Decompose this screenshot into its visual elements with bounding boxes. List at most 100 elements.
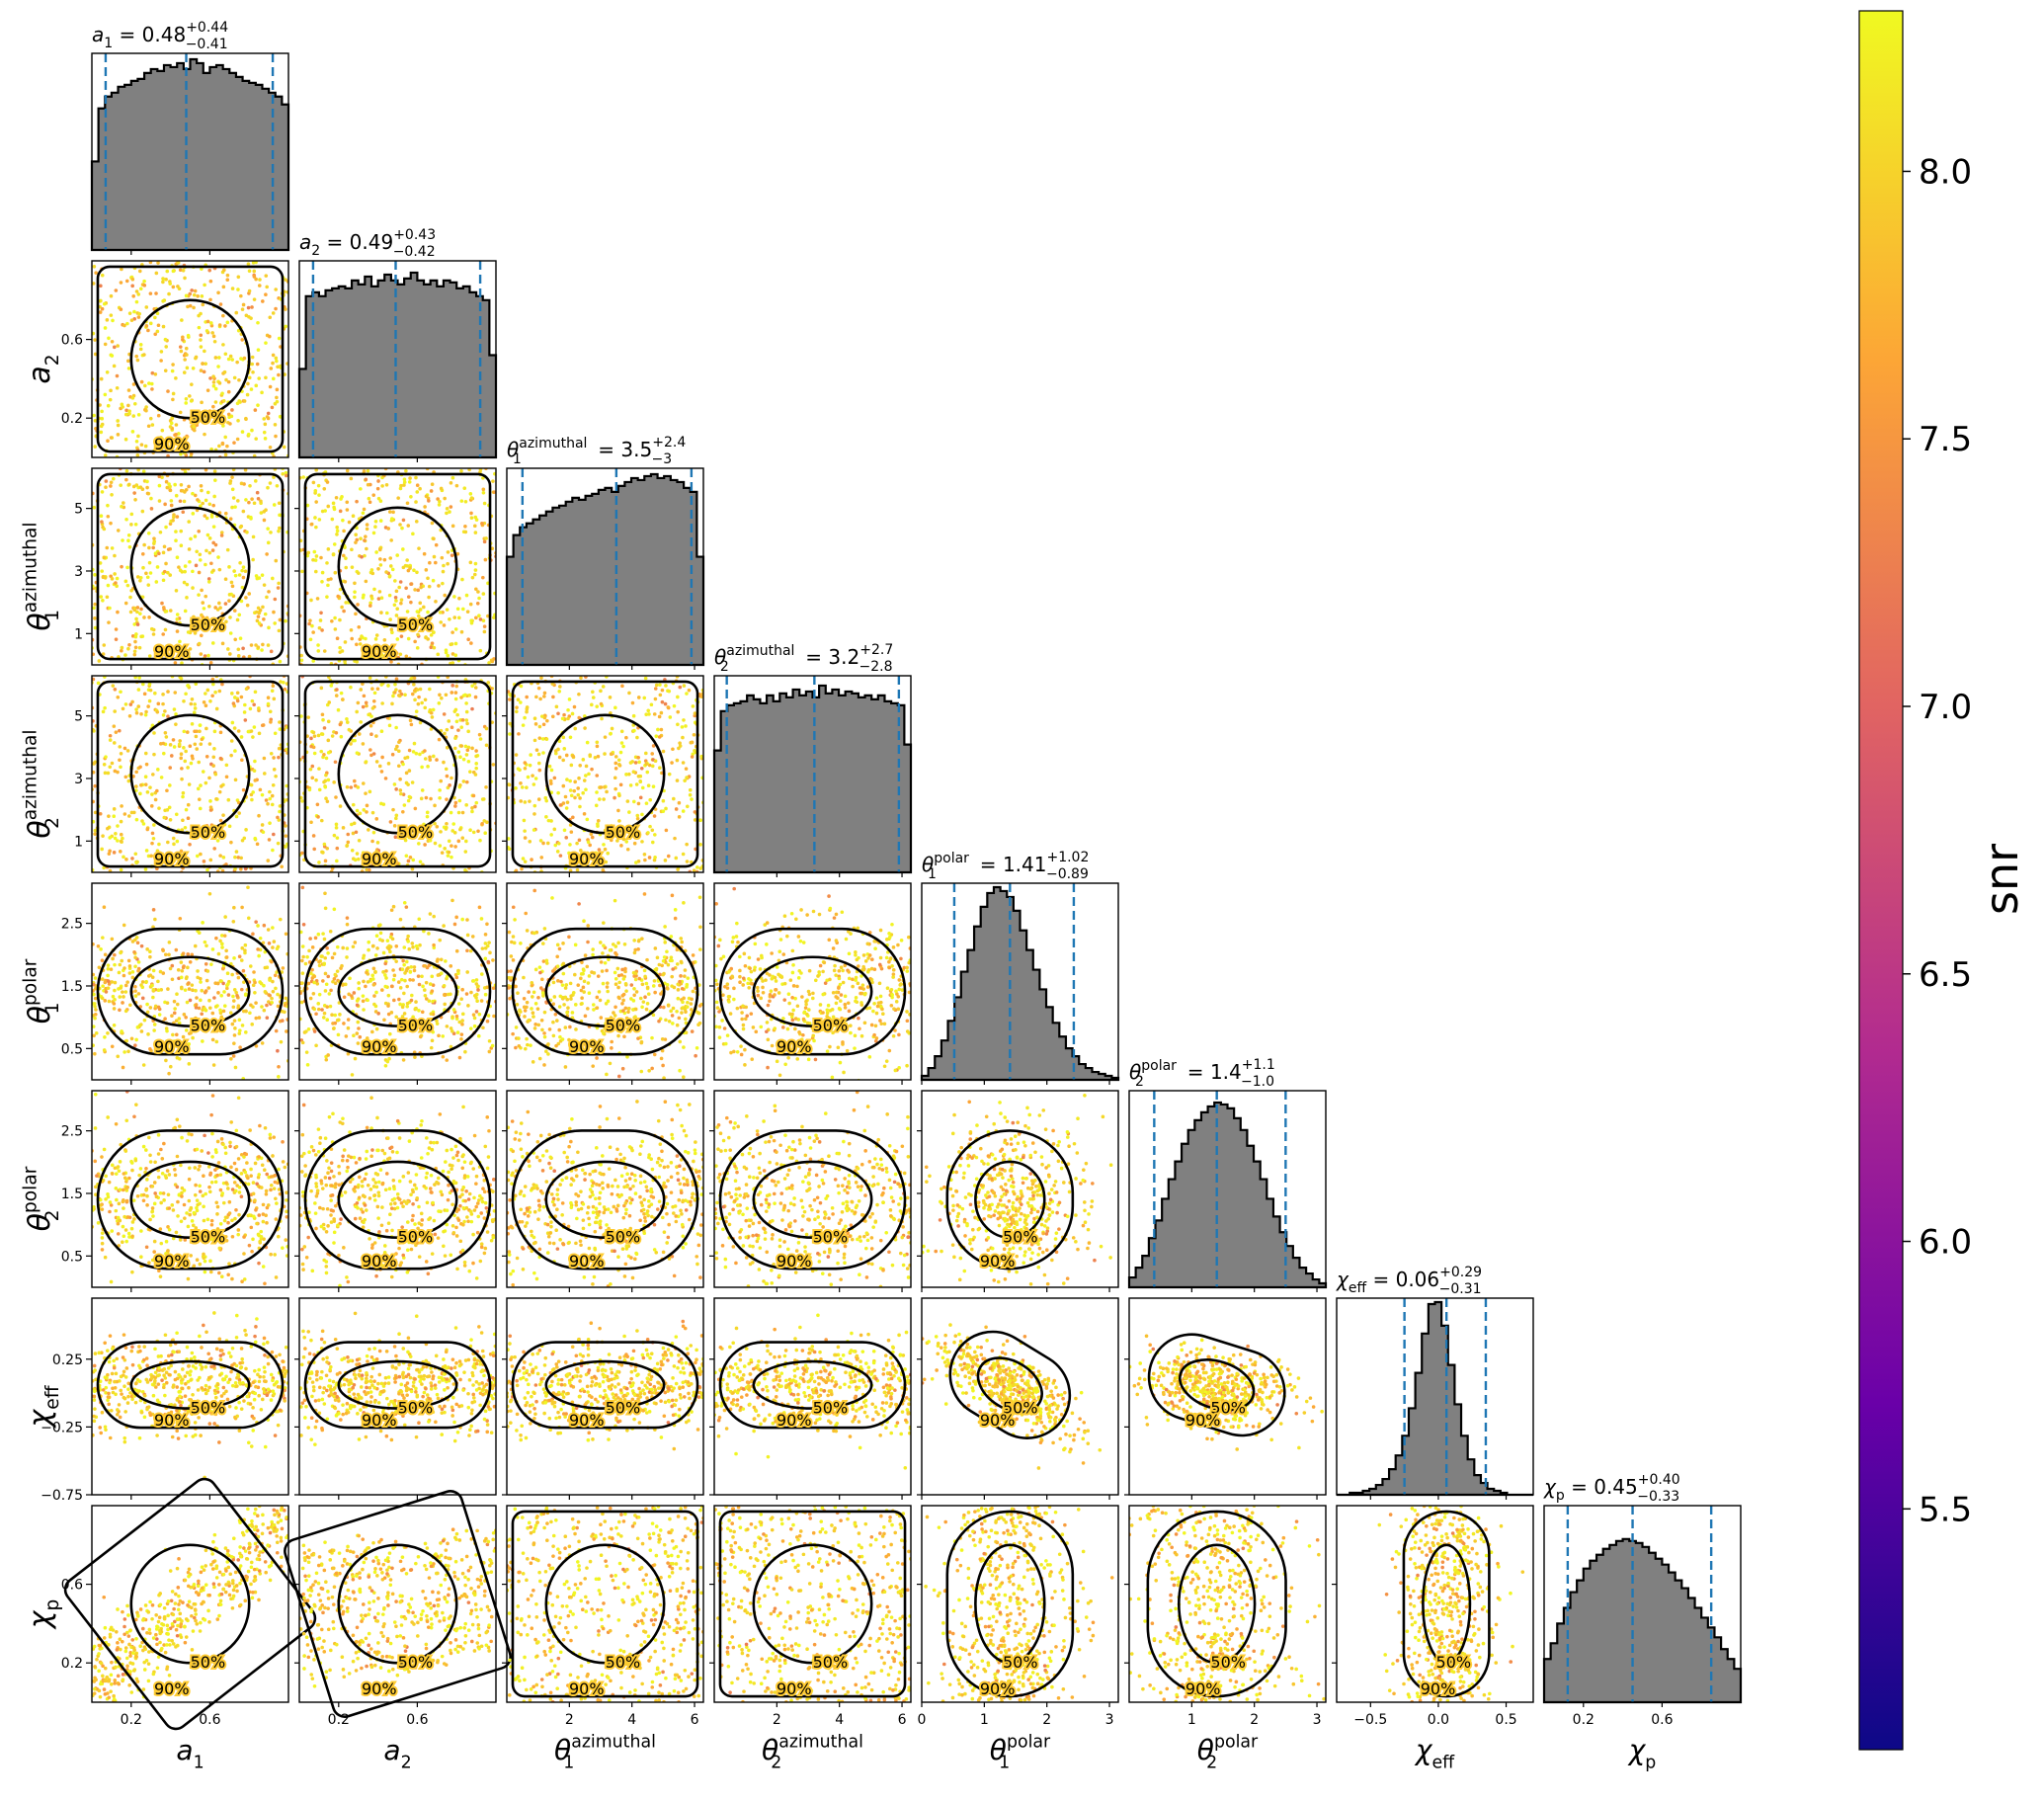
scatter-point xyxy=(343,659,347,664)
scatter-point xyxy=(201,302,205,307)
scatter-point xyxy=(138,575,143,580)
scatter-point xyxy=(182,698,186,703)
scatter-point xyxy=(346,832,351,837)
scatter-point xyxy=(179,529,184,533)
scatter-point xyxy=(199,619,203,623)
scatter-point xyxy=(199,633,204,638)
scatter-point xyxy=(432,942,436,947)
scatter-point xyxy=(158,969,163,974)
scatter-point xyxy=(407,748,412,753)
scatter-point xyxy=(357,571,361,575)
scatter-point xyxy=(591,952,595,957)
scatter-point xyxy=(309,598,313,603)
y-axis-label-theta1_pol: θpolar1 xyxy=(21,958,64,1024)
scatter-point xyxy=(459,725,464,729)
scatter-point xyxy=(109,967,114,972)
scatter-point xyxy=(157,551,161,556)
scatter-point xyxy=(196,293,200,298)
scatter-point xyxy=(260,573,265,577)
scatter-point xyxy=(538,697,542,701)
scatter-point xyxy=(619,844,623,848)
scatter-point xyxy=(121,1065,125,1070)
scatter-point xyxy=(355,852,360,856)
scatter-point xyxy=(441,569,446,574)
scatter-point xyxy=(622,1034,626,1039)
scatter-point xyxy=(219,1015,224,1020)
scatter-point xyxy=(666,705,671,709)
scatter-point xyxy=(559,979,563,984)
scatter-point xyxy=(445,821,449,826)
scatter-point xyxy=(119,819,123,824)
scatter-point xyxy=(175,629,180,633)
scatter-point xyxy=(684,767,689,771)
scatter-point xyxy=(102,301,107,306)
scatter-point xyxy=(156,768,160,772)
scatter-point xyxy=(183,564,188,568)
scatter-point xyxy=(186,684,190,688)
scatter-point xyxy=(532,803,537,808)
scatter-point xyxy=(646,708,651,713)
scatter-point xyxy=(520,866,524,871)
scatter-point xyxy=(402,962,406,967)
scatter-point xyxy=(262,772,267,776)
scatter-point xyxy=(763,923,768,927)
scatter-point xyxy=(636,696,641,699)
scatter-point xyxy=(106,771,111,776)
scatter-point xyxy=(92,606,96,611)
scatter-point xyxy=(436,957,440,961)
scatter-point xyxy=(261,605,265,610)
scatter-point xyxy=(202,607,206,611)
scatter-point xyxy=(265,595,269,600)
contour-label-90: 90% xyxy=(362,642,397,661)
scatter-point xyxy=(660,699,665,704)
scatter-point xyxy=(111,318,115,323)
scatter-point xyxy=(262,430,267,435)
scatter-point xyxy=(314,1043,318,1048)
scatter-point xyxy=(358,811,363,816)
scatter-point xyxy=(165,1001,170,1005)
scatter-point xyxy=(422,929,426,934)
scatter-point xyxy=(105,545,110,550)
scatter-point xyxy=(211,503,215,508)
scatter-point xyxy=(224,955,229,959)
scatter-point xyxy=(693,748,696,753)
scatter-point xyxy=(242,980,246,984)
scatter-point xyxy=(388,949,392,954)
scatter-point xyxy=(181,338,185,342)
scatter-point xyxy=(300,944,305,948)
scatter-point xyxy=(201,362,204,366)
scatter-point xyxy=(670,958,674,963)
scatter-point xyxy=(229,739,234,743)
scatter-point xyxy=(313,489,318,493)
scatter-point xyxy=(233,855,237,860)
scatter-point xyxy=(404,905,409,909)
scatter-point xyxy=(653,856,657,860)
scatter-point xyxy=(352,779,357,783)
scatter-point xyxy=(148,688,153,693)
scatter-point xyxy=(796,935,801,939)
scatter-point xyxy=(447,850,451,855)
scatter-point xyxy=(232,1033,237,1037)
scatter-point xyxy=(519,781,523,785)
scatter-point xyxy=(124,517,128,522)
scatter-point xyxy=(120,267,123,272)
scatter-point xyxy=(675,758,680,763)
scatter-point xyxy=(351,514,356,519)
scatter-point xyxy=(174,645,178,649)
scatter-point xyxy=(405,1001,410,1006)
scatter-point xyxy=(204,625,207,629)
scatter-point xyxy=(398,777,402,781)
scatter-point xyxy=(399,483,403,488)
scatter-point xyxy=(619,741,624,745)
scatter-point xyxy=(620,967,624,972)
scatter-point xyxy=(323,971,328,976)
scatter-point xyxy=(266,411,271,416)
scatter-point xyxy=(228,481,232,485)
scatter-point xyxy=(586,924,591,928)
scatter-point xyxy=(193,702,197,706)
scatter-point xyxy=(528,763,532,768)
scatter-point xyxy=(312,751,317,756)
scatter-point xyxy=(113,553,117,558)
scatter-point xyxy=(367,947,370,952)
scatter-point xyxy=(178,499,183,504)
